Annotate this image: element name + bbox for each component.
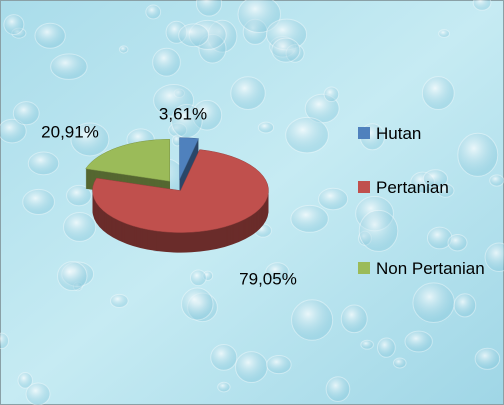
drop [405,331,432,352]
drop [64,213,96,242]
drop [413,283,454,323]
drop [267,356,291,374]
drop [258,122,273,133]
drop [341,305,367,333]
drop [235,352,267,383]
drop [146,5,161,19]
legend-label: Non Pertanian [376,255,486,282]
drop [231,77,265,110]
drop [454,294,476,317]
drop [4,15,24,35]
drop [359,210,398,251]
drop [326,377,350,402]
drop [111,294,129,307]
legend-swatch [358,262,370,274]
drop [211,344,237,370]
drop [153,48,181,76]
drop [448,235,467,251]
drop [291,205,328,232]
drop [51,54,87,80]
drop [324,87,339,102]
drop [422,77,454,110]
drop [394,358,407,368]
data-label: 3,61% [159,104,207,123]
drop [23,189,55,214]
chart: 3,61% 79,05% 20,91% Hutan Pertanian Non Pert… [0,0,504,405]
drop [475,348,500,369]
legend-label: Hutan [376,120,486,147]
legend-swatch [358,127,370,139]
drop [119,46,127,53]
drop [292,300,333,340]
data-label: 20,91% [41,122,99,141]
drop [319,188,348,209]
drop [179,24,209,47]
drop [490,175,504,186]
drop [182,288,213,320]
drop [361,340,374,349]
drop [35,23,65,48]
drop [190,270,206,286]
chart-canvas: 3,61% 79,05% 20,91% [0,0,504,405]
drop [58,262,87,291]
drop [286,117,329,153]
drop [218,382,230,392]
drop [473,0,491,10]
drop [439,30,450,38]
legend-label: Pertanian [376,174,486,201]
legend-swatch [358,181,370,193]
drop [13,102,39,125]
data-label: 79,05% [239,269,297,288]
drop [378,338,396,357]
drop [28,152,58,175]
drop [272,38,300,62]
drop [26,383,50,405]
